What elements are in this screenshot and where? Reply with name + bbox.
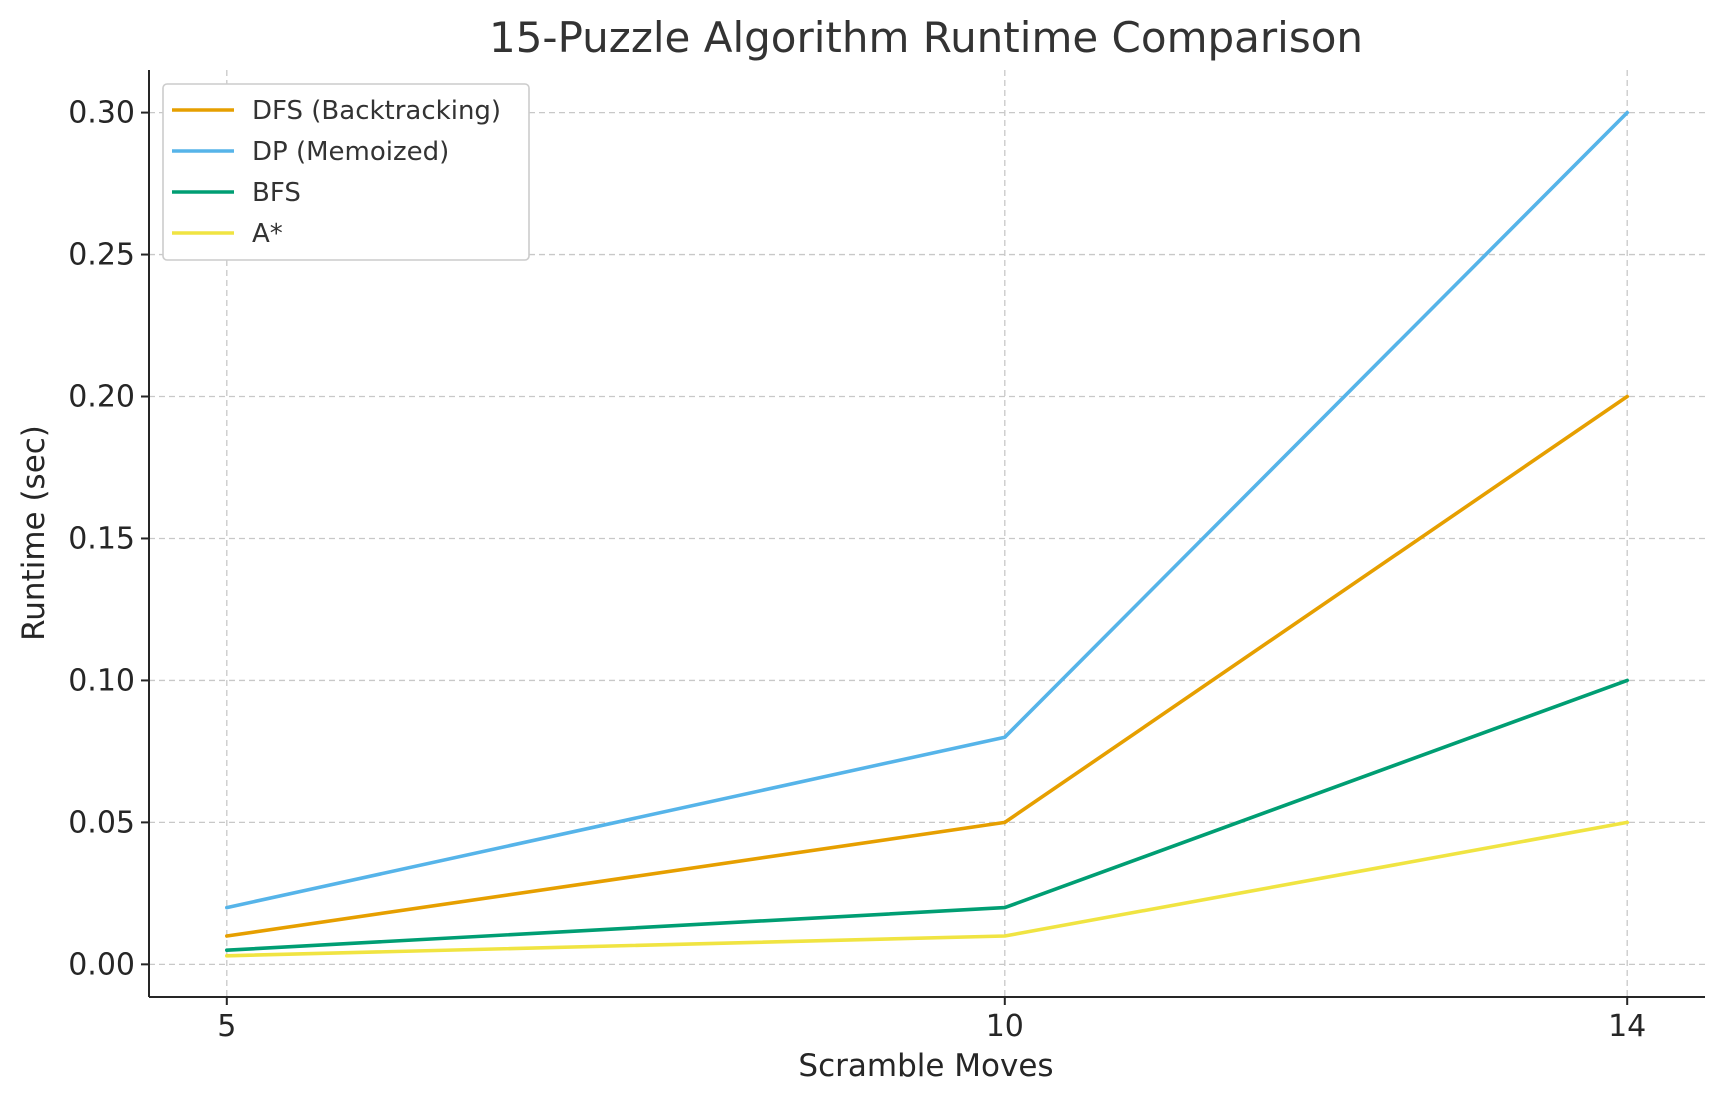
chart-title: 15-Puzzle Algorithm Runtime Comparison	[489, 13, 1363, 62]
x-axis-label: Scramble Moves	[798, 1048, 1053, 1084]
legend-label: A*	[252, 219, 283, 249]
y-tick-label: 0.20	[68, 380, 135, 415]
y-tick-label: 0.15	[68, 521, 135, 556]
series-line-bfs	[227, 680, 1627, 950]
x-tick-label: 10	[986, 1009, 1024, 1044]
legend-label: DP (Memoized)	[252, 137, 449, 167]
y-tick-label: 0.00	[68, 947, 135, 982]
series-line-dfs-backtracking	[227, 397, 1627, 937]
legend: DFS (Backtracking) DP (Memoized) BFS A*	[163, 84, 529, 260]
y-tick-label: 0.30	[68, 96, 135, 131]
legend-label: DFS (Backtracking)	[252, 96, 501, 126]
legend-label: BFS	[252, 178, 301, 208]
x-tick-label: 5	[217, 1009, 236, 1044]
y-tick-label: 0.25	[68, 238, 135, 273]
series-line-a	[227, 822, 1627, 955]
x-tick-label: 14	[1608, 1009, 1646, 1044]
y-tick-label: 0.05	[68, 805, 135, 840]
y-tick-label: 0.10	[68, 663, 135, 698]
y-axis-label: Runtime (sec)	[16, 425, 52, 641]
